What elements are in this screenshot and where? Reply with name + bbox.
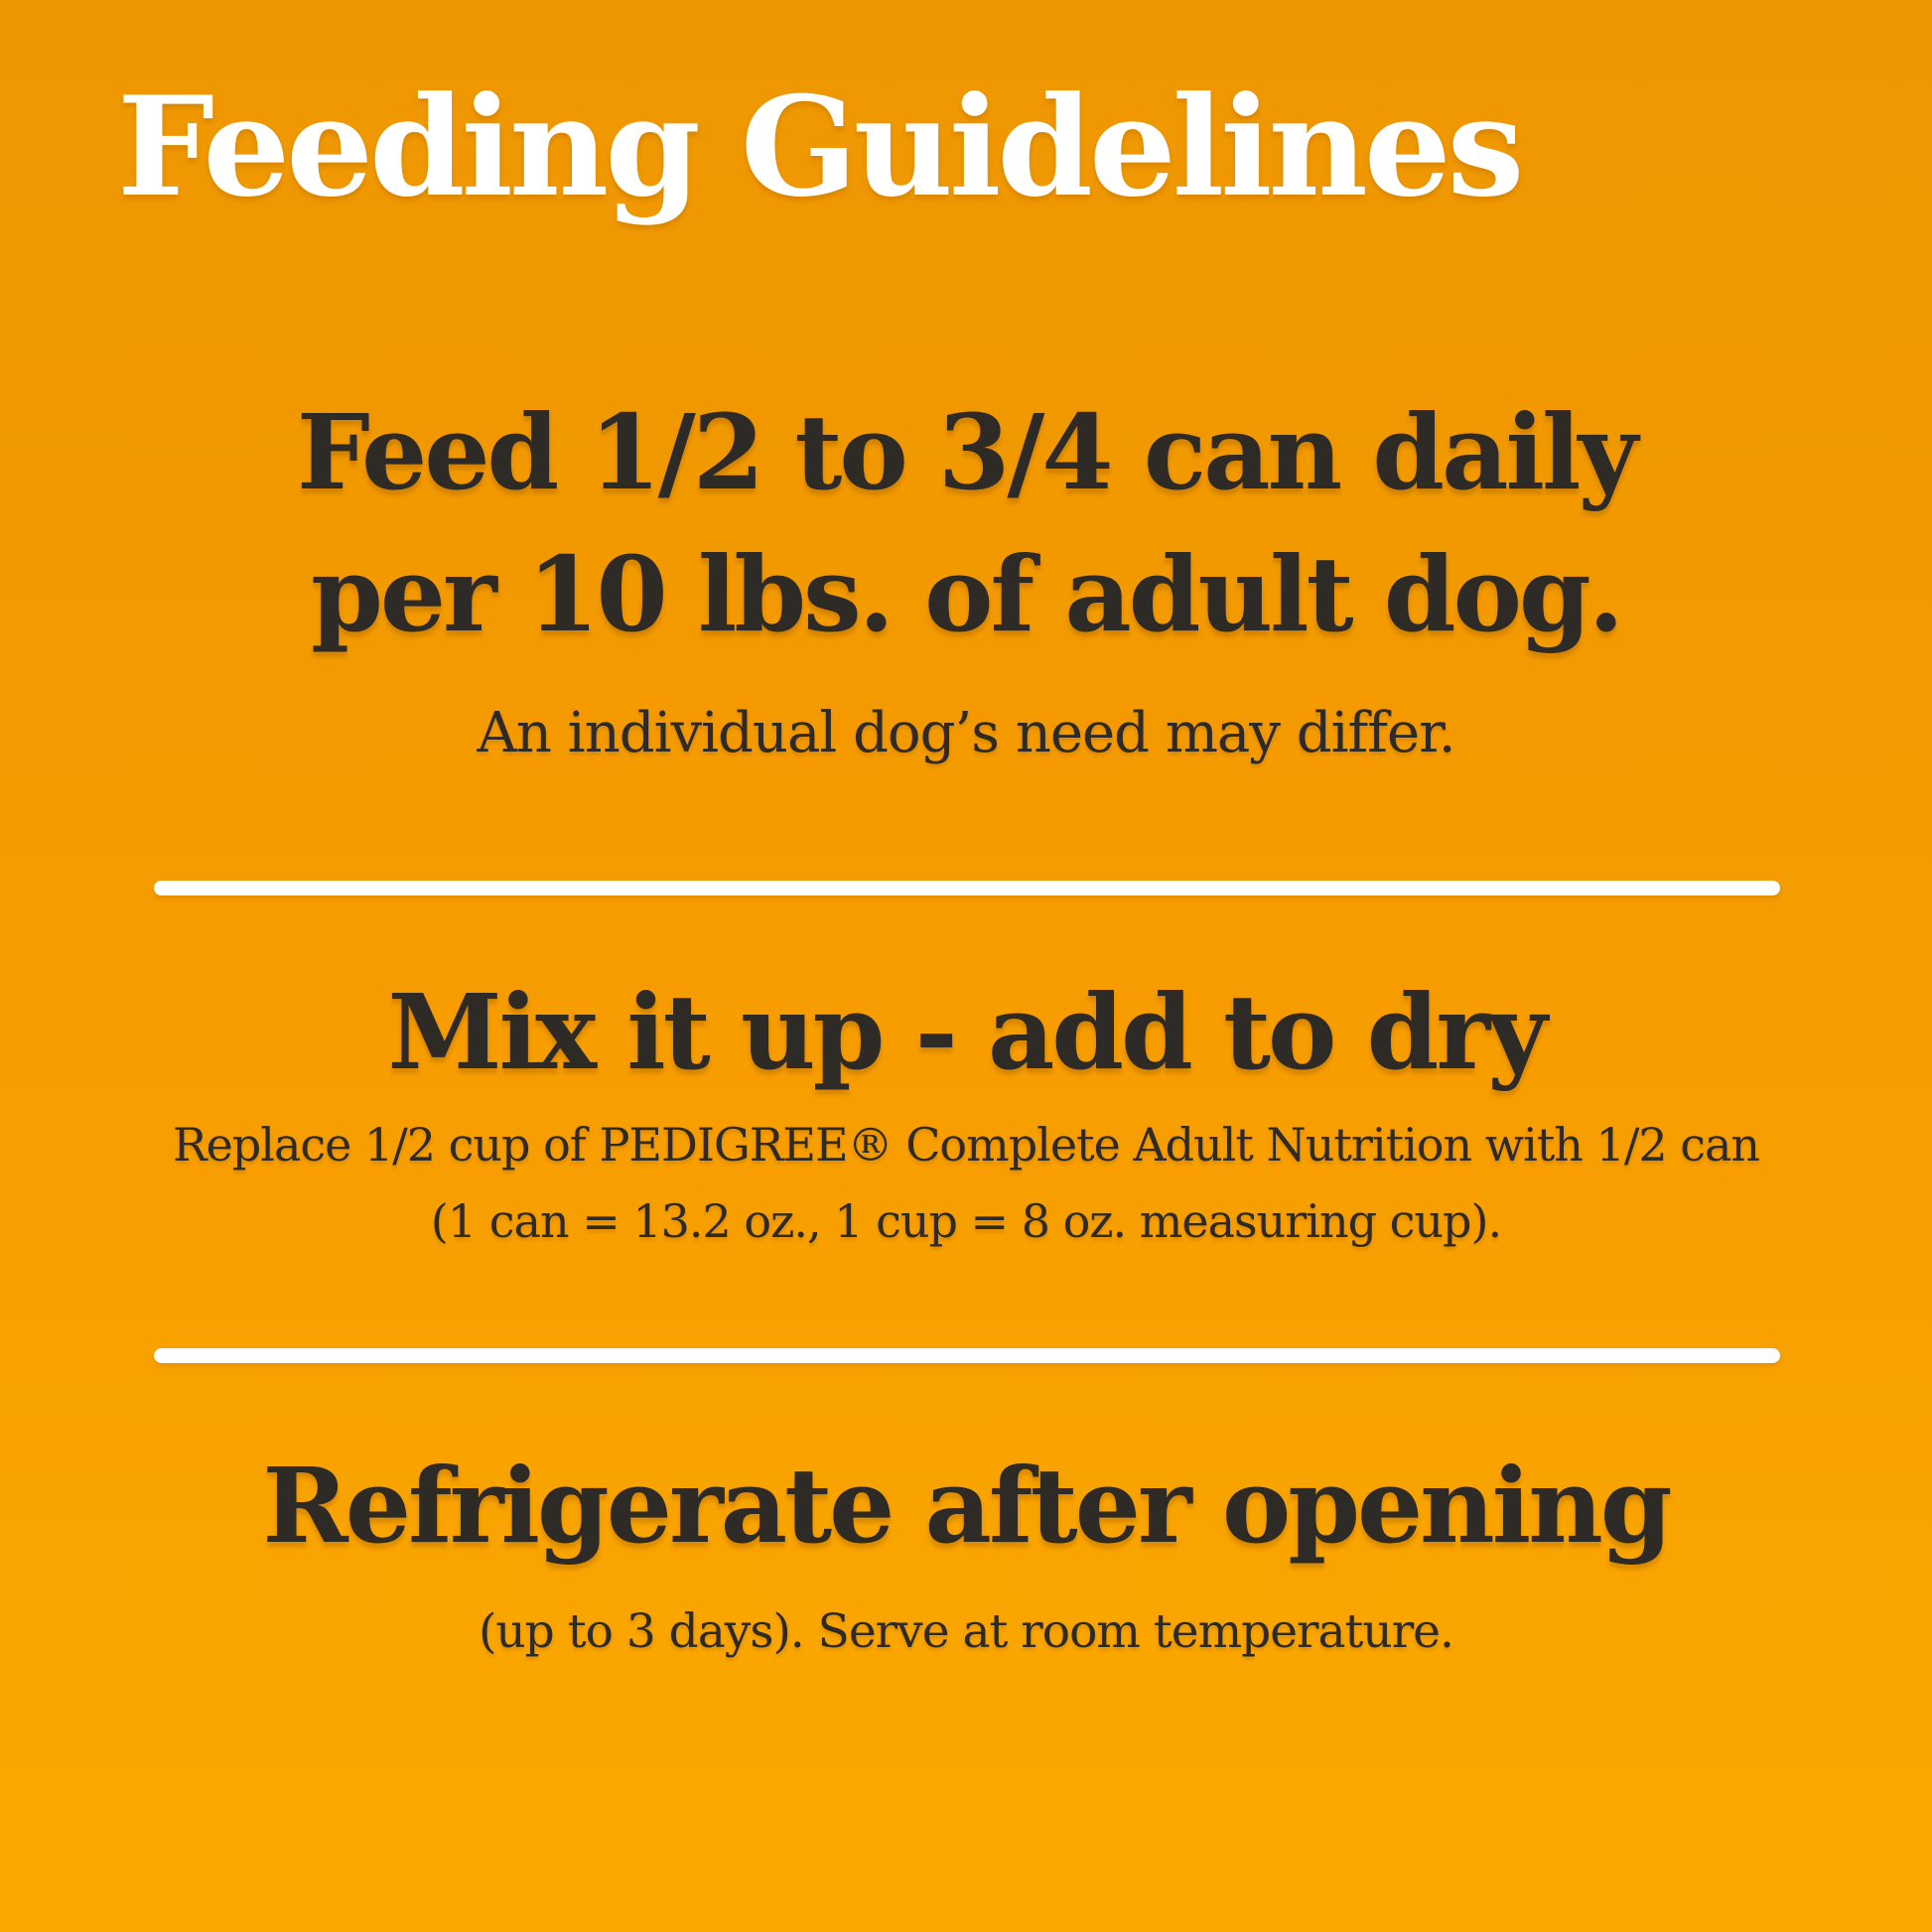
mix-it-up-detail-line1: Replace 1/2 cup of PEDIGREE® Complete Ad… <box>172 1118 1760 1172</box>
mix-it-up-detail-line2: (1 can = 13.2 oz., 1 cup = 8 oz. measuri… <box>430 1194 1502 1248</box>
mix-it-up-heading: Mix it up - add to dry <box>387 971 1547 1093</box>
page-title: Feeding Guidelines <box>117 66 1524 227</box>
refrigerate-heading: Refrigerate after opening <box>262 1445 1672 1567</box>
feeding-amount-heading: Feed 1/2 to 3/4 can daily per 10 lbs. of… <box>0 381 1932 665</box>
section-divider-1 <box>154 881 1780 896</box>
feeding-amount-heading-line1: Feed 1/2 to 3/4 can daily <box>297 391 1638 513</box>
feeding-amount-heading-line2: per 10 lbs. of adult dog. <box>311 533 1624 655</box>
refrigerate-note: (up to 3 days). Serve at room temperatur… <box>479 1604 1454 1659</box>
feeding-amount-note: An individual dog’s need may differ. <box>477 701 1455 765</box>
section-divider-2 <box>154 1348 1780 1363</box>
